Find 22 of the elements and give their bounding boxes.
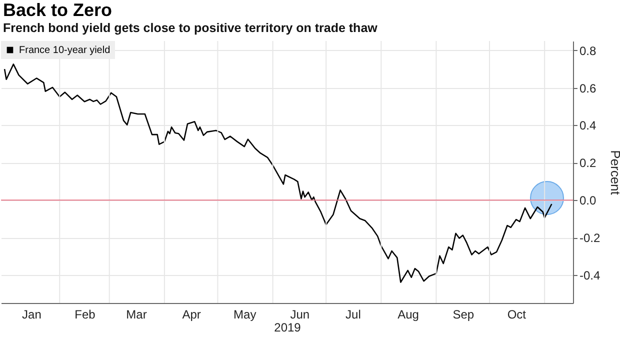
y-tick-label: 0.4	[580, 118, 597, 133]
x-tick-label: Jun	[290, 308, 310, 322]
x-tick-label: Oct	[507, 308, 527, 322]
y-tick-label: 0.0	[580, 194, 597, 208]
y-tick-label: 0.2	[580, 156, 597, 170]
x-tick-label: May	[234, 308, 256, 322]
x-tick-label: Jan	[22, 308, 42, 322]
x-tick-label: Aug	[398, 308, 419, 322]
x-axis-title: 2019	[274, 320, 302, 334]
y-tick-label: 0.8	[580, 44, 597, 58]
chart-title: Back to Zero	[3, 0, 112, 20]
y-tick-label: -0.2	[580, 231, 601, 245]
x-tick-label: Sep	[452, 308, 474, 322]
x-tick-label: Jul	[346, 308, 361, 322]
legend-label: France 10-year yield	[19, 45, 110, 56]
chart-subtitle: French bond yield gets close to positive territory on trade thaw	[3, 21, 378, 35]
y-tick-label: 0.6	[580, 81, 597, 96]
y-axis-title: Percent	[608, 150, 620, 196]
x-tick-label: Mar	[126, 308, 147, 322]
x-tick-label: Apr	[182, 308, 201, 322]
y-tick-label: -0.4	[580, 268, 601, 282]
x-tick-label: Feb	[74, 308, 96, 322]
